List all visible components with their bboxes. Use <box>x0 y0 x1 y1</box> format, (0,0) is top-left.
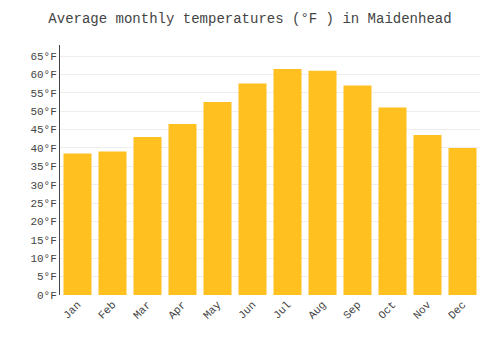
svg-text:0°F: 0°F <box>37 290 57 302</box>
svg-text:25°F: 25°F <box>30 198 56 210</box>
svg-text:Feb: Feb <box>96 299 118 321</box>
svg-text:30°F: 30°F <box>30 180 56 192</box>
svg-text:Sep: Sep <box>341 299 363 321</box>
svg-text:Oct: Oct <box>376 299 398 321</box>
svg-text:Dec: Dec <box>446 299 468 321</box>
svg-text:Average monthly temperatures (: Average monthly temperatures (°F ) in Ma… <box>48 11 451 27</box>
svg-text:Jul: Jul <box>271 299 293 321</box>
svg-text:60°F: 60°F <box>30 69 56 81</box>
svg-text:Jun: Jun <box>236 299 258 321</box>
svg-text:10°F: 10°F <box>30 253 56 265</box>
svg-text:40°F: 40°F <box>30 143 56 155</box>
svg-text:20°F: 20°F <box>30 216 56 228</box>
svg-text:35°F: 35°F <box>30 161 56 173</box>
svg-text:50°F: 50°F <box>30 106 56 118</box>
svg-text:55°F: 55°F <box>30 88 56 100</box>
svg-text:May: May <box>201 299 224 322</box>
svg-text:Jan: Jan <box>61 299 83 321</box>
svg-text:Mar: Mar <box>131 299 153 321</box>
svg-text:Apr: Apr <box>166 299 188 321</box>
svg-text:5°F: 5°F <box>37 271 57 283</box>
svg-text:45°F: 45°F <box>30 124 56 136</box>
svg-text:65°F: 65°F <box>30 51 56 63</box>
svg-text:Aug: Aug <box>306 299 328 321</box>
svg-text:Nov: Nov <box>411 299 434 322</box>
svg-text:15°F: 15°F <box>30 235 56 247</box>
